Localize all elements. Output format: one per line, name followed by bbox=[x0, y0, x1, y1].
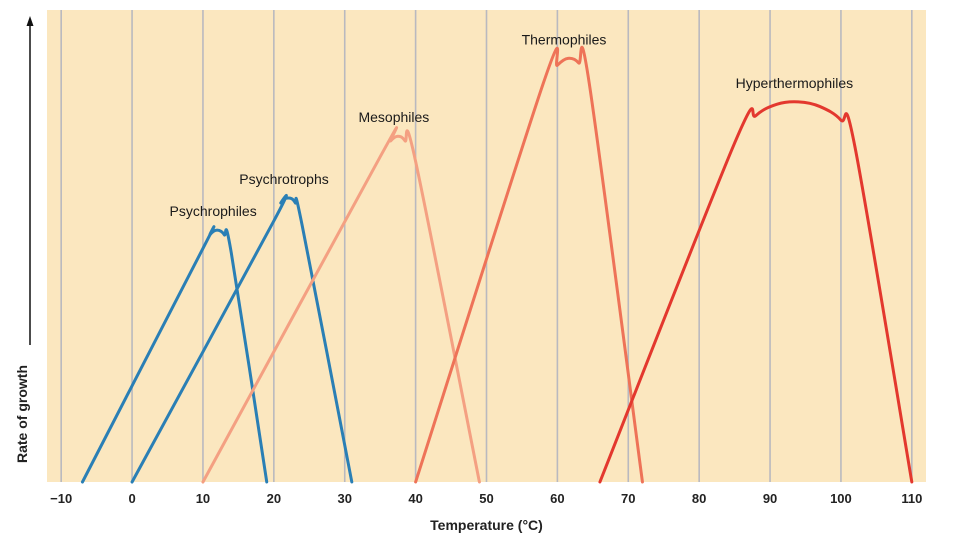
x-tick-label: 110 bbox=[901, 491, 922, 506]
curve-psychrophiles bbox=[80, 225, 269, 484]
curves bbox=[80, 45, 914, 484]
label-psychrophiles: Psychrophiles bbox=[170, 203, 257, 219]
x-tick-label: 30 bbox=[337, 491, 351, 506]
x-axis-title: Temperature (°C) bbox=[430, 517, 543, 533]
x-tick-label: 50 bbox=[479, 491, 493, 506]
x-tick-label: 90 bbox=[763, 491, 777, 506]
x-tick-label: −10 bbox=[50, 491, 72, 506]
x-axis: −10 0 10 20 30 40 50 60 70 80 90 100 110 bbox=[50, 491, 922, 506]
x-tick-label: 100 bbox=[830, 491, 852, 506]
x-tick-label: 40 bbox=[408, 491, 422, 506]
label-thermophiles: Thermophiles bbox=[522, 31, 607, 47]
curve-labels: Psychrophiles Psychrotrophs Mesophiles Ther… bbox=[170, 31, 854, 219]
y-axis-arrow-icon bbox=[26, 16, 34, 26]
x-tick-label: 70 bbox=[621, 491, 635, 506]
curve-thermophiles bbox=[414, 45, 644, 484]
x-tick-label: 60 bbox=[550, 491, 564, 506]
y-axis bbox=[26, 16, 34, 345]
curve-mesophiles bbox=[201, 126, 481, 484]
label-mesophiles: Mesophiles bbox=[358, 109, 429, 125]
label-psychrotrophs: Psychrotrophs bbox=[239, 171, 328, 187]
label-hyperthermophiles: Hyperthermophiles bbox=[736, 75, 854, 91]
x-tick-label: 10 bbox=[196, 491, 210, 506]
x-tick-label: 80 bbox=[692, 491, 706, 506]
x-tick-label: 20 bbox=[267, 491, 281, 506]
curve-hyperthermophiles bbox=[598, 100, 914, 484]
x-tick-label: 0 bbox=[128, 491, 135, 506]
y-axis-title: Rate of growth bbox=[14, 365, 30, 463]
